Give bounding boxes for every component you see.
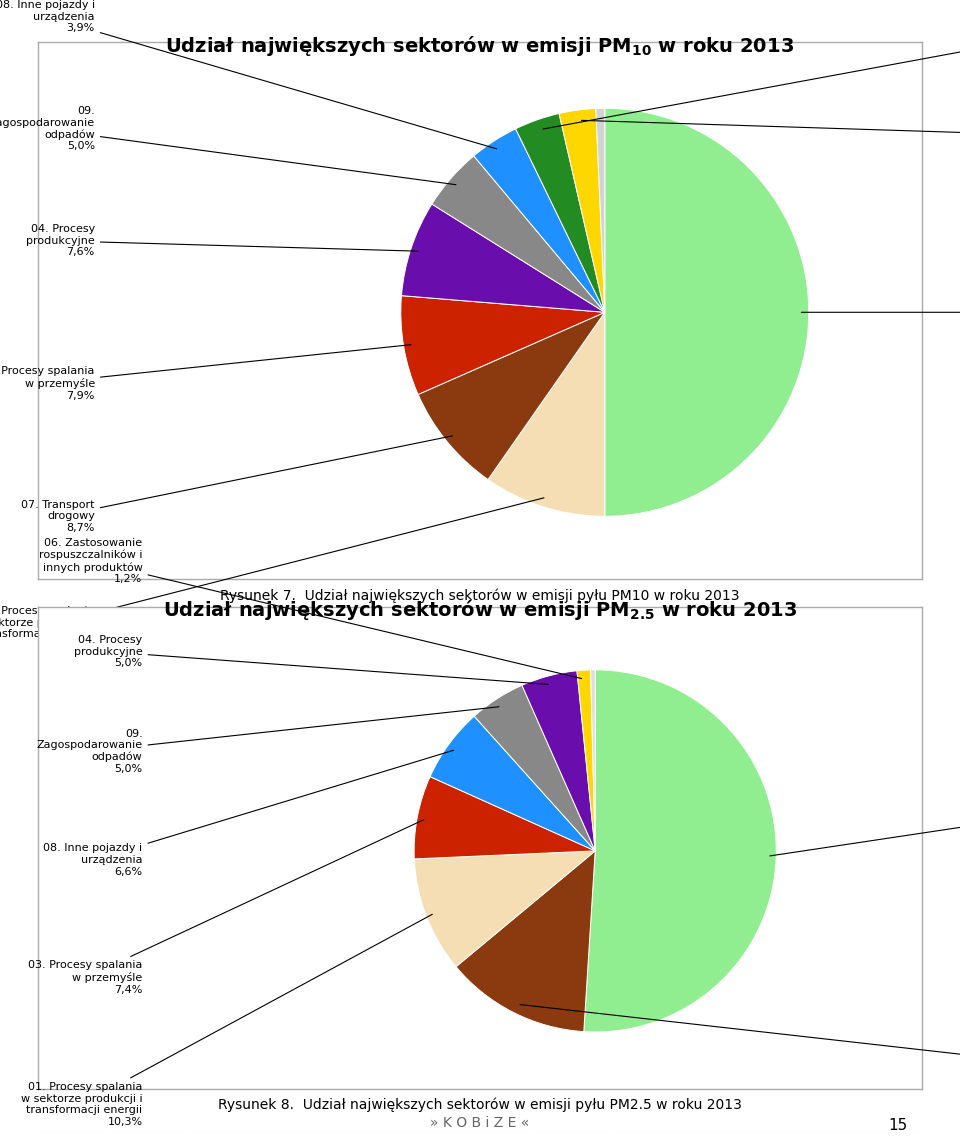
Text: 07. Transport
drogowy
12,9%: 07. Transport drogowy 12,9% [520,1005,960,1085]
Text: 03. Procesy spalania
w przemyśle
7,9%: 03. Procesy spalania w przemyśle 7,9% [0,345,411,401]
Text: 02. Procesy spalania
poza przemysłem
50,0%: 02. Procesy spalania poza przemysłem 50,… [802,296,960,329]
Text: 01. Procesy spalania
w sektorze produkcji i
transformacji energii
10,3%: 01. Procesy spalania w sektorze produkcj… [21,915,432,1127]
Text: 03. Procesy spalania
w przemyśle
7,4%: 03. Procesy spalania w przemyśle 7,4% [28,819,423,995]
Wedge shape [605,109,808,516]
Text: Rysunek 8.  Udział największych sektorów w emisji pyłu PM2.5 w roku 2013: Rysunek 8. Udział największych sektorów … [218,1098,742,1112]
Wedge shape [415,850,595,967]
Wedge shape [419,312,605,479]
Text: 09.
Zagospodarowanie
odpadów
5,0%: 09. Zagospodarowanie odpadów 5,0% [0,105,456,185]
Text: 07. Transport
drogowy
8,7%: 07. Transport drogowy 8,7% [21,435,452,533]
Text: 08. Inne pojazdy i
urządzenia
3,9%: 08. Inne pojazdy i urządzenia 3,9% [0,0,496,149]
Wedge shape [401,204,605,312]
Text: Udział największych sektorów w emisji PM$_{\mathregular{10}}$ w roku 2013: Udział największych sektorów w emisji PM… [165,34,795,57]
Wedge shape [488,312,605,516]
Wedge shape [430,716,595,850]
Wedge shape [474,128,605,312]
Wedge shape [522,670,595,850]
Wedge shape [577,670,595,850]
Text: 05. Wydobycie i
dystrybucja paliw
kopalnych
2,9%: 05. Wydobycie i dystrybucja paliw kopaln… [582,117,960,162]
Text: 06. Zastosowanie
rospuszczalników i
innych produktów
1,2%: 06. Zastosowanie rospuszczalników i inny… [39,539,582,678]
Wedge shape [474,685,595,850]
Text: » K O B i Z E «: » K O B i Z E « [430,1116,530,1130]
Text: 04. Procesy
produkcyjne
7,6%: 04. Procesy produkcyjne 7,6% [26,225,419,258]
Text: 02. Procesy spalania
poza przemysłem
50,8%: 02. Procesy spalania poza przemysłem 50,… [770,790,960,856]
Wedge shape [414,777,595,858]
Text: Rysunek 7.  Udział największych sektorów w emisji pyłu PM10 w roku 2013: Rysunek 7. Udział największych sektorów … [220,589,740,603]
Wedge shape [559,109,605,312]
Wedge shape [401,296,605,394]
Text: 15: 15 [888,1117,907,1133]
Text: 10. Rolnictwo
3,6%: 10. Rolnictwo 3,6% [543,6,960,129]
Wedge shape [584,669,777,1031]
Wedge shape [516,113,605,312]
Text: 09.
Zagospodarowanie
odpadów
5,0%: 09. Zagospodarowanie odpadów 5,0% [36,707,499,774]
Wedge shape [590,669,595,850]
Wedge shape [596,109,605,312]
Text: 04. Procesy
produkcyjne
5,0%: 04. Procesy produkcyjne 5,0% [74,635,548,684]
Text: Udział największych sektorów w emisji PM$_{\mathregular{2.5}}$ w roku 2013: Udział największych sektorów w emisji PM… [163,598,797,621]
Wedge shape [456,850,595,1031]
Text: 08. Inne pojazdy i
urządzenia
6,6%: 08. Inne pojazdy i urządzenia 6,6% [43,751,454,877]
Text: 01. Procesy spalania
w sektorze produkcji i
transformacji energii
9,7%: 01. Procesy spalania w sektorze produkcj… [0,497,544,651]
Wedge shape [432,156,605,312]
